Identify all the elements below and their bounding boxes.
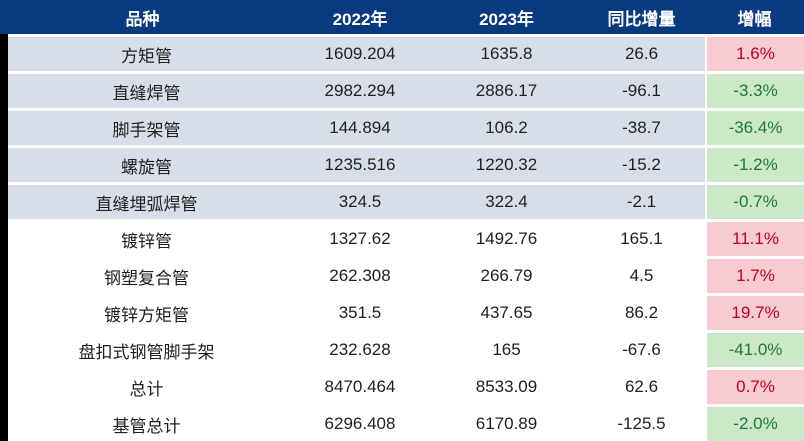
cell-yoy-delta: 62.6 — [578, 370, 705, 404]
cell-2023: 165 — [435, 333, 578, 367]
cell-variety: 方矩管 — [8, 37, 285, 71]
cell-2022: 262.308 — [285, 259, 435, 293]
cell-2022: 1327.62 — [285, 222, 435, 256]
table-row: 钢塑复合管 262.308 266.79 4.5 1.7% — [8, 259, 804, 293]
cell-yoy-delta: 165.1 — [578, 222, 705, 256]
cell-yoy-delta: -67.6 — [578, 333, 705, 367]
cell-2023: 266.79 — [435, 259, 578, 293]
cell-variety: 镀锌管 — [8, 222, 285, 256]
left-edge-strip — [0, 34, 8, 441]
table-row: 直缝埋弧焊管 324.5 322.4 -2.1 -0.7% — [8, 185, 804, 219]
table-row: 螺旋管 1235.516 1220.32 -15.2 -1.2% — [8, 148, 804, 182]
cell-growth-pct: -3.3% — [707, 74, 804, 108]
table-body: 方矩管 1609.204 1635.8 26.6 1.6% 直缝焊管 2982.… — [8, 37, 804, 441]
cell-2023: 6170.89 — [435, 407, 578, 441]
cell-yoy-delta: -96.1 — [578, 74, 705, 108]
cell-2022: 1235.516 — [285, 148, 435, 182]
cell-2023: 106.2 — [435, 111, 578, 145]
table-row: 方矩管 1609.204 1635.8 26.6 1.6% — [8, 37, 804, 71]
cell-growth-pct: 19.7% — [707, 296, 804, 330]
cell-growth-pct: -1.2% — [707, 148, 804, 182]
cell-variety: 盘扣式钢管脚手架 — [8, 333, 285, 367]
cell-2023: 1492.76 — [435, 222, 578, 256]
cell-variety: 基管总计 — [8, 407, 285, 441]
cell-variety: 螺旋管 — [8, 148, 285, 182]
table-row: 镀锌管 1327.62 1492.76 165.1 11.1% — [8, 222, 804, 256]
cell-growth-pct: -36.4% — [707, 111, 804, 145]
cell-2023: 1635.8 — [435, 37, 578, 71]
cell-yoy-delta: -38.7 — [578, 111, 705, 145]
cell-2023: 322.4 — [435, 185, 578, 219]
cell-growth-pct: 11.1% — [707, 222, 804, 256]
cell-yoy-delta: 26.6 — [578, 37, 705, 71]
cell-2022: 324.5 — [285, 185, 435, 219]
cell-variety: 镀锌方矩管 — [8, 296, 285, 330]
header-cell-2023: 2023年 — [479, 9, 534, 29]
cell-2023: 8533.09 — [435, 370, 578, 404]
header-cell-variety: 品种 — [125, 9, 160, 29]
cell-2022: 2982.294 — [285, 74, 435, 108]
cell-growth-pct: 1.7% — [707, 259, 804, 293]
cell-2022: 144.894 — [285, 111, 435, 145]
cell-2023: 1220.32 — [435, 148, 578, 182]
cell-yoy-delta: 4.5 — [578, 259, 705, 293]
header-cell-2022: 2022年 — [332, 9, 388, 29]
cell-variety: 钢塑复合管 — [8, 259, 285, 293]
cell-2022: 351.5 — [285, 296, 435, 330]
cell-variety: 脚手架管 — [8, 111, 285, 145]
table-row: 总计 8470.464 8533.09 62.6 0.7% — [8, 370, 804, 404]
cell-2022: 1609.204 — [285, 37, 435, 71]
table-header-row: 品种 2022年 2023年 同比增量 增幅 — [0, 0, 804, 34]
cell-2023: 437.65 — [435, 296, 578, 330]
header-cell-growth: 增幅 — [737, 9, 772, 29]
cell-2023: 2886.17 — [435, 74, 578, 108]
cell-growth-pct: -41.0% — [707, 333, 804, 367]
cell-yoy-delta: 86.2 — [578, 296, 705, 330]
table-row: 脚手架管 144.894 106.2 -38.7 -36.4% — [8, 111, 804, 145]
cell-2022: 8470.464 — [285, 370, 435, 404]
cell-2022: 6296.408 — [285, 407, 435, 441]
table-row: 直缝焊管 2982.294 2886.17 -96.1 -3.3% — [8, 74, 804, 108]
cell-growth-pct: -0.7% — [707, 185, 804, 219]
cell-yoy-delta: -125.5 — [578, 407, 705, 441]
cell-yoy-delta: -15.2 — [578, 148, 705, 182]
table-row: 镀锌方矩管 351.5 437.65 86.2 19.7% — [8, 296, 804, 330]
table-row: 盘扣式钢管脚手架 232.628 165 -67.6 -41.0% — [8, 333, 804, 367]
header-cell-yoy-delta: 同比增量 — [607, 9, 676, 29]
cell-growth-pct: -2.0% — [707, 407, 804, 441]
cell-growth-pct: 0.7% — [707, 370, 804, 404]
cell-variety: 直缝焊管 — [8, 74, 285, 108]
cell-yoy-delta: -2.1 — [578, 185, 705, 219]
cell-variety: 总计 — [8, 370, 285, 404]
cell-2022: 232.628 — [285, 333, 435, 367]
cell-variety: 直缝埋弧焊管 — [8, 185, 285, 219]
table-row: 基管总计 6296.408 6170.89 -125.5 -2.0% — [8, 407, 804, 441]
cell-growth-pct: 1.6% — [707, 37, 804, 71]
